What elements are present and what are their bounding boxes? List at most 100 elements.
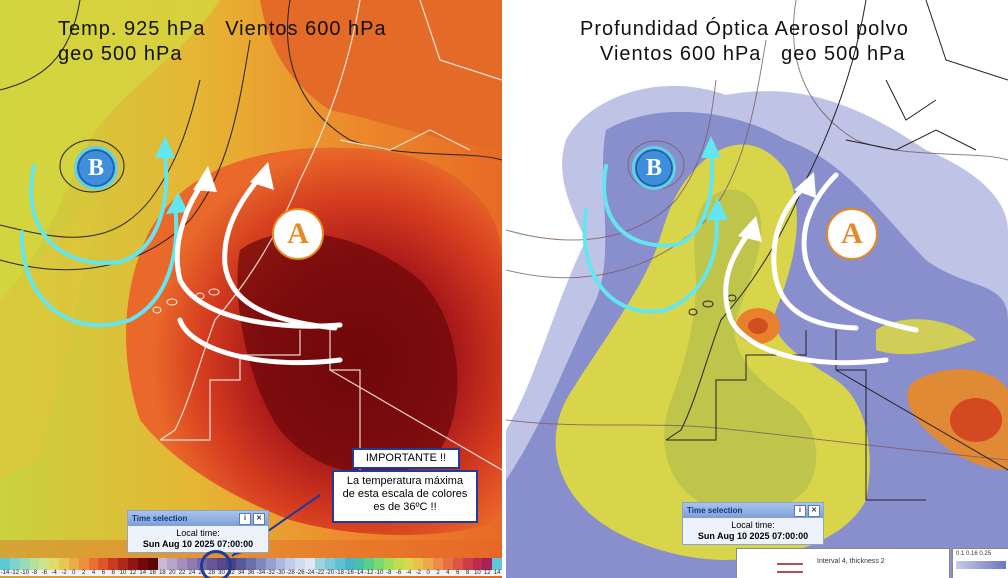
colorbar-cell: -2 xyxy=(59,558,69,576)
dust-aod-map-panel: B A Profundidad Óptica Aerosol polvo Vie… xyxy=(506,0,1008,578)
colorbar-cell: -6 xyxy=(393,558,404,576)
wind-arrows-cyan xyxy=(19,153,179,327)
right-title-line1: Profundidad Óptica Aerosol polvo xyxy=(580,18,909,40)
time-selection-header-right: Time selection i ✕ xyxy=(683,503,823,518)
low-pressure-label: B xyxy=(87,154,104,181)
geopotential-contours xyxy=(0,0,502,271)
cyan-arrowhead-right-1 xyxy=(701,136,721,158)
local-time-label-right: Local time: xyxy=(731,520,775,530)
dust-hotspot-east-core xyxy=(950,398,1002,442)
wind-arrows-cyan-right xyxy=(582,148,719,314)
colorbar-tick-label: 8 xyxy=(108,570,119,576)
left-title-line1: Temp. 925 hPa Vientos 600 hPa xyxy=(58,18,387,40)
cool-zone-northwest xyxy=(0,0,220,300)
colorbar-highlight-circle xyxy=(200,550,232,578)
colorbar-cell: 18 xyxy=(157,558,168,576)
colorbar-cell: 22 xyxy=(177,558,188,576)
dust-hotspot-core xyxy=(748,318,768,334)
warm-zone-north xyxy=(260,0,502,150)
colorbar-tick-label: 8 xyxy=(462,570,473,576)
colorbar-cell: -14 xyxy=(0,558,10,576)
colorbar-cell: 14 xyxy=(492,558,502,576)
white-arrowhead-right-1 xyxy=(738,216,762,242)
important-note-line1: La temperatura máxima xyxy=(346,475,464,487)
colorbar-tick-label: 34 xyxy=(236,570,247,576)
colorbar-cell: -4 xyxy=(403,558,414,576)
time-selection-widget-left[interactable]: Time selection i ✕ Local time: Sun Aug 1… xyxy=(127,510,269,553)
coastlines-borders-right xyxy=(665,0,1008,501)
cyan-arrowhead-1 xyxy=(155,136,175,158)
aod-scale-bar xyxy=(956,561,1006,569)
colorbar-tick-label: -32 xyxy=(265,570,276,576)
colorbar-cell: -30 xyxy=(275,558,286,576)
colorbar-cell: -22 xyxy=(315,558,325,576)
colorbar-cell: -14 xyxy=(354,558,365,576)
panel-divider xyxy=(502,0,506,578)
colorbar-tick-label: 6 xyxy=(452,570,463,576)
colorbar-cell: -2 xyxy=(413,558,424,576)
dust-aod-map xyxy=(506,0,1008,578)
colorbar-cell: -28 xyxy=(285,558,296,576)
time-selection-widget-right[interactable]: Time selection i ✕ Local time: Sun Aug 1… xyxy=(682,502,824,545)
aod-scale-legend: 0.1 0.16 0.25 xyxy=(952,548,1008,578)
colorbar-tick-label: 0 xyxy=(68,570,79,576)
colorbar-tick-label: -6 xyxy=(39,570,50,576)
colorbar-tick-label: -2 xyxy=(59,570,69,576)
colorbar-tick-label: -34 xyxy=(255,570,266,576)
colorbar-cell: 14 xyxy=(137,558,148,576)
colorbar-tick-label: -14 xyxy=(0,570,10,576)
contour-legend: Interval 4, thickness 2 xyxy=(736,548,950,578)
colorbar-tick-label: -12 xyxy=(9,570,20,576)
colorbar-cell: -8 xyxy=(383,558,394,576)
colorbar-cell: -6 xyxy=(39,558,50,576)
low-pressure-marker: B xyxy=(74,146,118,190)
colorbar-tick-label: 18 xyxy=(157,570,168,576)
colorbar-tick-label: -8 xyxy=(29,570,40,576)
colorbar-tick-label: -16 xyxy=(344,570,355,576)
close-icon[interactable]: ✕ xyxy=(253,513,265,525)
colorbar-tick-label: 10 xyxy=(118,570,128,576)
local-time-label: Local time: xyxy=(176,528,220,538)
colorbar-tick-label: -2 xyxy=(413,570,424,576)
important-heading-box: IMPORTANTE !! xyxy=(352,448,460,469)
cyan-arrow-outer xyxy=(19,203,179,327)
colorbar-tick-label: 16 xyxy=(147,570,158,576)
dust-plume-olive xyxy=(664,189,817,514)
colorbar-cell: 0 xyxy=(68,558,79,576)
colorbar-cell: 6 xyxy=(452,558,463,576)
white-arrowhead-right-2 xyxy=(794,172,816,198)
wind-arrows-white-right xyxy=(723,172,919,366)
colorbar-cell: 6 xyxy=(98,558,109,576)
cyan-arrowhead-right-2 xyxy=(706,198,728,220)
colorbar-cell: -8 xyxy=(29,558,40,576)
left-title-line2: geo 500 hPa xyxy=(58,43,183,65)
colorbar-cell: -12 xyxy=(9,558,20,576)
white-arrow-outer xyxy=(174,177,343,329)
colorbar-tick-label: 10 xyxy=(472,570,483,576)
colorbar-cell: -10 xyxy=(374,558,384,576)
low-pressure-label-right: B xyxy=(645,154,662,181)
colorbar-cell: 8 xyxy=(108,558,119,576)
colorbar-tick-label: 32 xyxy=(226,570,237,576)
coastlines-borders xyxy=(159,0,502,501)
colorbar-tick-label: -22 xyxy=(315,570,325,576)
cyan-arrowhead-2 xyxy=(166,192,188,214)
close-icon[interactable]: ✕ xyxy=(808,505,820,517)
colorbar-tick-label: -12 xyxy=(364,570,375,576)
colorbar-tick-label: 4 xyxy=(442,570,453,576)
colorbar-cell: 12 xyxy=(482,558,493,576)
colorbar-cell: 20 xyxy=(167,558,178,576)
colorbar-cell: 36 xyxy=(246,558,256,576)
colorbar-cell: -34 xyxy=(255,558,266,576)
info-icon[interactable]: i xyxy=(794,505,806,517)
colorbar-cell: -26 xyxy=(295,558,306,576)
legend-line-sample xyxy=(777,563,803,565)
colorbar-tick-label: 12 xyxy=(127,570,138,576)
colorbar-tick-label: -4 xyxy=(49,570,60,576)
colorbar-tick-label: -6 xyxy=(393,570,404,576)
right-title-line2: Vientos 600 hPa geo 500 hPa xyxy=(600,43,906,65)
mild-zone-west xyxy=(0,200,100,480)
colorbar-cell: -4 xyxy=(49,558,60,576)
time-selection-title-right: Time selection xyxy=(687,506,743,515)
info-icon[interactable]: i xyxy=(239,513,251,525)
